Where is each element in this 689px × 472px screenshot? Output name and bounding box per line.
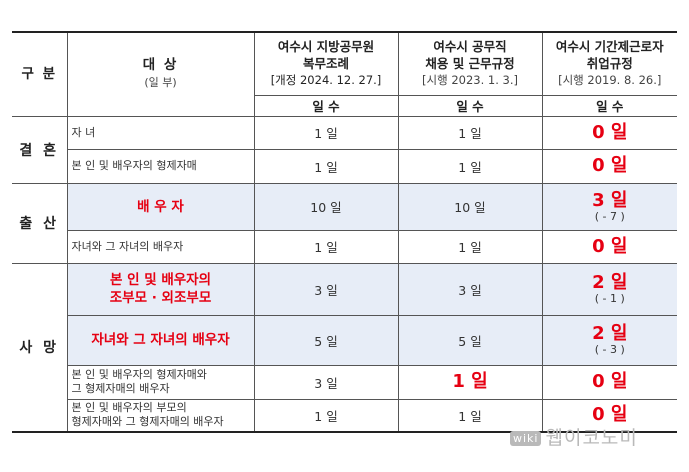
col3-days: 0 일	[541, 115, 677, 150]
days-label-col3: 일 수	[541, 94, 677, 117]
target-line-2: 그 형제자매의 배우자	[71, 382, 170, 395]
col2-days: 3 일	[397, 262, 543, 316]
col2-days: 1 일	[397, 364, 543, 400]
table-row: 본 인 및 배우자의 형제자매 1 일 1 일 0 일	[12, 148, 677, 184]
col2-days: 1 일	[397, 148, 543, 184]
target-cell: 본 인 및 배우자의 조부모 · 외조부모	[66, 262, 255, 316]
target-cell: 본 인 및 배우자의 부모의 형제자매와 그 형제자매의 배우자	[67, 398, 255, 433]
header-col1: 여수시 지방공무원 복무조례 [개정 2024. 12. 27.]	[253, 31, 399, 96]
header-target: 대 상 (일 부)	[66, 31, 255, 117]
col3-days: 0 일	[541, 364, 677, 400]
col3-days-note: ( - 7 )	[594, 209, 625, 223]
col3-days: 2 일 ( - 3 )	[541, 314, 677, 366]
leave-days-table: 구 분 대 상 (일 부) 여수시 지방공무원 복무조례 [개정 2024. 1…	[12, 31, 677, 433]
col3-days: 0 일	[541, 229, 677, 264]
target-cell: 배 우 자	[66, 182, 255, 231]
category-marriage: 결 혼	[12, 115, 68, 184]
category-birth: 출 산	[12, 182, 68, 264]
col1-days: 5 일	[253, 314, 399, 366]
col3-days-value: 2 일	[592, 272, 628, 293]
col3-days-value: 3 일	[592, 189, 628, 211]
table-row: 결 혼 자 녀 1 일 1 일 0 일	[12, 115, 677, 184]
col1-days: 1 일	[253, 115, 399, 150]
header-col2: 여수시 공무직 채용 및 근무규정 [시행 2023. 1. 3.]	[397, 31, 543, 96]
watermark: wiki 웹이코노미	[510, 423, 638, 450]
target-line-2: 형제자매와 그 형제자매의 배우자	[71, 415, 224, 429]
target-cell: 자 녀	[66, 115, 255, 150]
col1-days: 3 일	[253, 262, 399, 316]
table-row: 본 인 및 배우자의 형제자매와 그 형제자매의 배우자 3 일 1 일 0 일	[12, 364, 677, 400]
watermark-text: 웹이코노미	[545, 427, 638, 449]
col1-days: 3 일	[253, 364, 399, 400]
target-cell: 본 인 및 배우자의 형제자매와 그 형제자매의 배우자	[67, 364, 255, 400]
col1-days: 1 일	[253, 398, 399, 433]
target-cell: 자녀와 그 자녀의 배우자	[67, 314, 255, 366]
col2-days: 1 일	[397, 398, 543, 433]
col1-days: 1 일	[253, 229, 399, 264]
watermark-logo: wiki	[510, 431, 542, 446]
table-row: 출 산 배 우 자 10 일 10 일 3 일 ( - 7 )	[12, 182, 677, 264]
category-death: 사 망	[12, 262, 68, 433]
col3-days: 3 일 ( - 7 )	[541, 182, 677, 231]
col1-days: 1 일	[253, 148, 399, 184]
col2-days: 1 일	[397, 115, 543, 150]
col3-days-note: ( - 3 )	[594, 343, 625, 356]
col2-days: 5 일	[397, 314, 543, 366]
days-label-col1: 일 수	[254, 94, 399, 117]
header-col3: 여수시 기간제근로자 취업규정 [시행 2019. 8. 26.]	[541, 31, 677, 96]
col3-days: 0 일	[541, 148, 677, 184]
days-label-col2: 일 수	[397, 94, 543, 117]
target-line-1: 본 인 및 배우자의	[109, 272, 212, 288]
table-row: 본 인 및 배우자의 부모의 형제자매와 그 형제자매의 배우자 1 일 1 일…	[12, 398, 677, 433]
target-cell: 본 인 및 배우자의 형제자매	[67, 148, 255, 184]
col3-days-value: 2 일	[592, 323, 628, 344]
target-cell: 자녀와 그 자녀의 배우자	[67, 229, 255, 264]
header-row: 구 분 대 상 (일 부) 여수시 지방공무원 복무조례 [개정 2024. 1…	[12, 31, 677, 117]
col1-days: 10 일	[253, 182, 399, 231]
col3-days: 0 일	[541, 398, 677, 433]
target-line-2: 조부모 · 외조부모	[109, 290, 212, 306]
col3-days: 2 일 ( - 1 )	[541, 262, 677, 316]
col2-days: 1 일	[397, 229, 543, 264]
target-line-1: 본 인 및 배우자의 부모의	[71, 401, 187, 415]
header-category: 구 분	[12, 31, 68, 117]
table-row: 사 망 본 인 및 배우자의 조부모 · 외조부모 3 일 3 일 2 일 ( …	[12, 262, 677, 433]
target-line-1: 본 인 및 배우자의 형제자매와	[71, 368, 207, 381]
table-row: 자녀와 그 자녀의 배우자 1 일 1 일 0 일	[12, 229, 677, 264]
col3-days-note: ( - 1 )	[594, 292, 625, 305]
col2-days: 10 일	[397, 182, 543, 231]
table-row: 자녀와 그 자녀의 배우자 5 일 5 일 2 일 ( - 3 )	[12, 314, 677, 366]
